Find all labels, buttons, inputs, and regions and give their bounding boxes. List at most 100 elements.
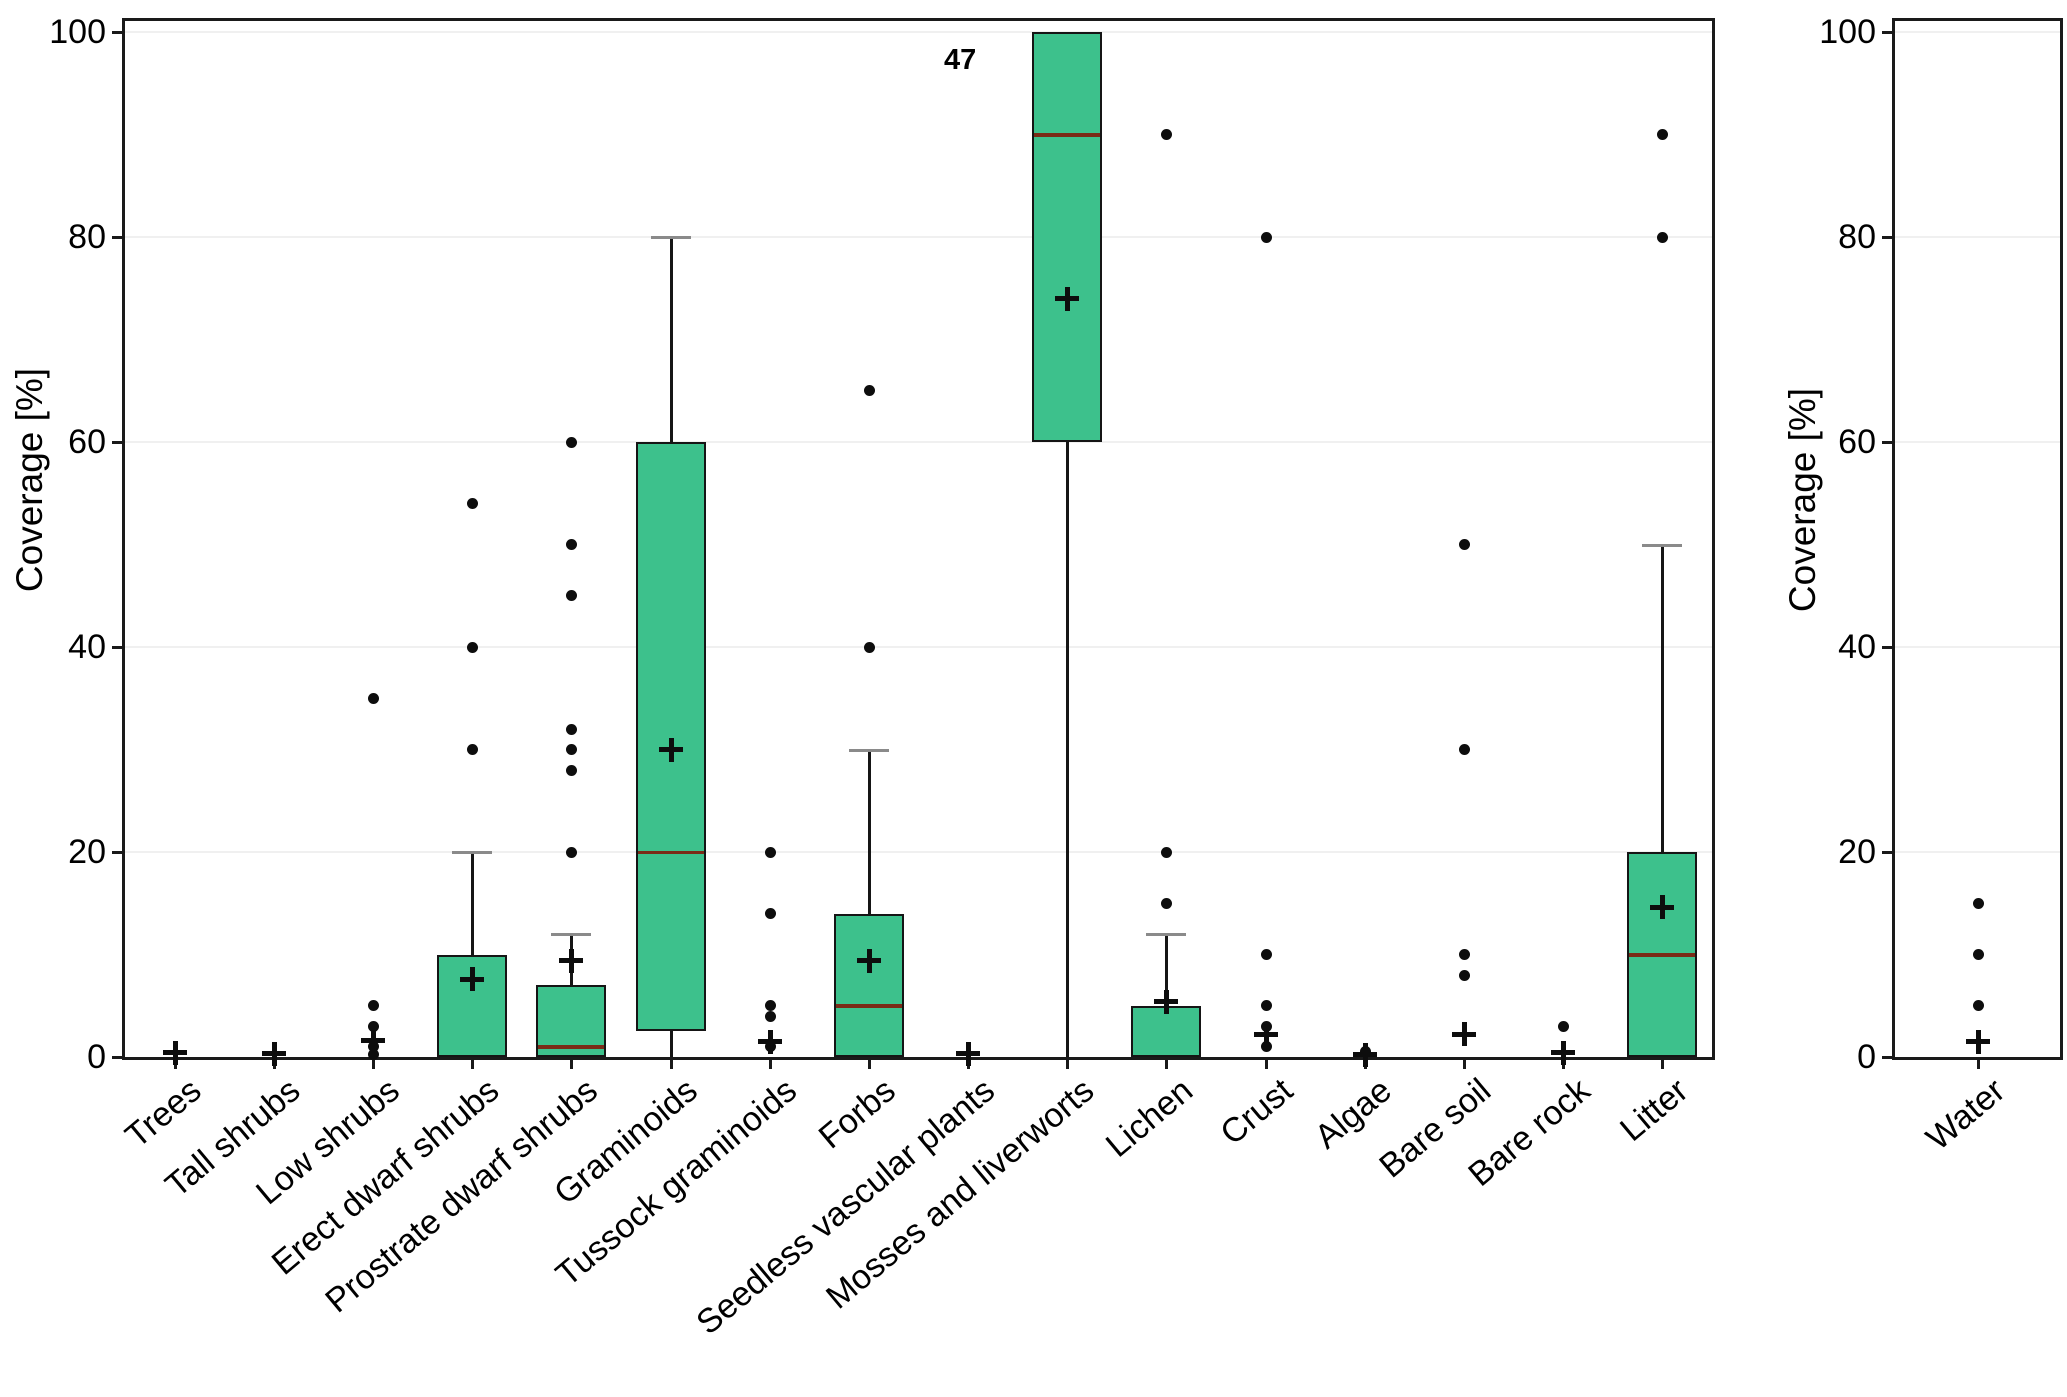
outlier-dot — [1972, 897, 1984, 909]
outlier-dot — [466, 498, 478, 509]
outlier-dot — [565, 764, 577, 776]
lower-whisker — [1066, 442, 1069, 1057]
gridline — [1895, 646, 2060, 648]
mean-marker — [1966, 1029, 1990, 1054]
outlier-dot — [1260, 1000, 1272, 1012]
outlier-dot — [565, 436, 577, 448]
whisker-cap — [849, 748, 889, 752]
outlier-dot — [367, 1049, 379, 1061]
outlier-dot — [1458, 539, 1470, 550]
x-axis-tick — [372, 1060, 375, 1069]
y-tick-label: 40 — [68, 628, 106, 666]
x-axis-tick — [868, 1060, 871, 1069]
outlier-dot — [1160, 846, 1172, 858]
outlier-dot — [466, 744, 478, 755]
outlier-dot — [764, 1010, 776, 1022]
mean-marker-bar — [568, 948, 574, 973]
whisker-cap — [551, 933, 591, 936]
y-tick-label: 0 — [1857, 1038, 1876, 1076]
mean-marker-bar — [1560, 1040, 1566, 1065]
x-tick-label: Lichen — [1098, 1071, 1200, 1165]
mean-marker — [361, 1028, 385, 1053]
median-line — [836, 1004, 902, 1008]
box — [834, 913, 904, 1057]
outlier-dot — [764, 846, 776, 858]
mean-marker-bar — [965, 1041, 971, 1066]
y-tick-label: 20 — [68, 833, 106, 871]
mean-marker-bar — [1362, 1042, 1368, 1067]
x-axis-tick — [1265, 1060, 1268, 1069]
mean-marker-bar — [1263, 1022, 1269, 1047]
outlier-dot — [1972, 949, 1984, 960]
upper-whisker — [1165, 934, 1168, 1006]
outlier-dot — [1656, 231, 1668, 243]
x-tick-label: Litter — [1613, 1071, 1696, 1149]
median-line — [538, 1045, 604, 1049]
y-axis-label-water: Coverage [%] — [1782, 387, 1823, 613]
mean-marker-bar — [767, 1029, 773, 1054]
mean-marker — [1650, 895, 1674, 920]
y-tick-label: 80 — [1838, 218, 1876, 256]
outlier-dot — [764, 1000, 776, 1012]
x-axis-tick — [1066, 1060, 1069, 1069]
mean-marker-bar — [1461, 1022, 1467, 1047]
y-tick-label: 60 — [68, 423, 106, 461]
outlier-dot — [466, 641, 478, 653]
x-tick-label: Trees — [118, 1071, 209, 1156]
mean-marker — [1452, 1022, 1476, 1047]
upper-whisker — [670, 237, 673, 442]
mean-marker-bar — [469, 967, 475, 992]
mean-marker-bar — [1064, 286, 1070, 311]
mean-marker — [659, 737, 683, 762]
outlier-dot — [764, 908, 776, 919]
x-axis-tick — [1463, 1060, 1466, 1069]
x-tick-label: Forbs — [811, 1071, 903, 1157]
y-tick-label: 100 — [49, 13, 106, 51]
mean-marker — [857, 948, 881, 973]
annotation-47: 47 — [944, 44, 977, 76]
y-axis-tick — [1882, 236, 1892, 239]
upper-whisker — [471, 852, 474, 955]
y-tick-label: 80 — [68, 218, 106, 256]
median-line — [1034, 133, 1100, 137]
lower-whisker — [670, 1031, 673, 1057]
y-axis-tick — [1882, 1056, 1892, 1059]
outlier-dot — [565, 846, 577, 858]
mean-marker — [1551, 1040, 1575, 1065]
x-axis-tick — [1977, 1060, 1980, 1069]
outlier-dot — [1260, 949, 1272, 960]
outlier-dot — [1458, 949, 1470, 960]
gridline — [125, 851, 1712, 853]
mean-marker — [1154, 989, 1178, 1014]
whisker-cap — [1146, 933, 1186, 936]
mean-marker-bar — [370, 1028, 376, 1053]
mean-marker-bar — [668, 737, 674, 762]
x-axis-tick — [570, 1060, 573, 1069]
gridline — [1895, 31, 2060, 33]
mean-marker-bar — [271, 1041, 277, 1066]
gridline — [125, 646, 1712, 648]
mean-marker-bar — [1975, 1029, 1981, 1054]
mean-marker-bar — [1163, 989, 1169, 1014]
y-axis-tick — [112, 31, 122, 34]
mean-marker — [1055, 286, 1079, 311]
x-tick-label: Crust — [1213, 1071, 1300, 1153]
x-axis-tick — [670, 1060, 673, 1069]
outlier-dot — [565, 744, 577, 755]
whisker-cap — [452, 851, 492, 854]
y-tick-label: 0 — [87, 1038, 106, 1076]
mean-marker — [1353, 1042, 1377, 1067]
outlier-dot — [1656, 129, 1668, 140]
outlier-dot — [565, 723, 577, 735]
gridline — [1895, 851, 2060, 853]
y-axis-tick — [112, 851, 122, 854]
y-axis-tick — [1882, 31, 1892, 34]
y-axis-tick — [1882, 646, 1892, 649]
y-axis-tick — [112, 236, 122, 239]
y-axis-tick — [1882, 851, 1892, 854]
outlier-dot — [565, 539, 577, 550]
outlier-dot — [367, 692, 379, 704]
gridline — [1895, 236, 2060, 238]
whisker-cap — [651, 236, 691, 239]
